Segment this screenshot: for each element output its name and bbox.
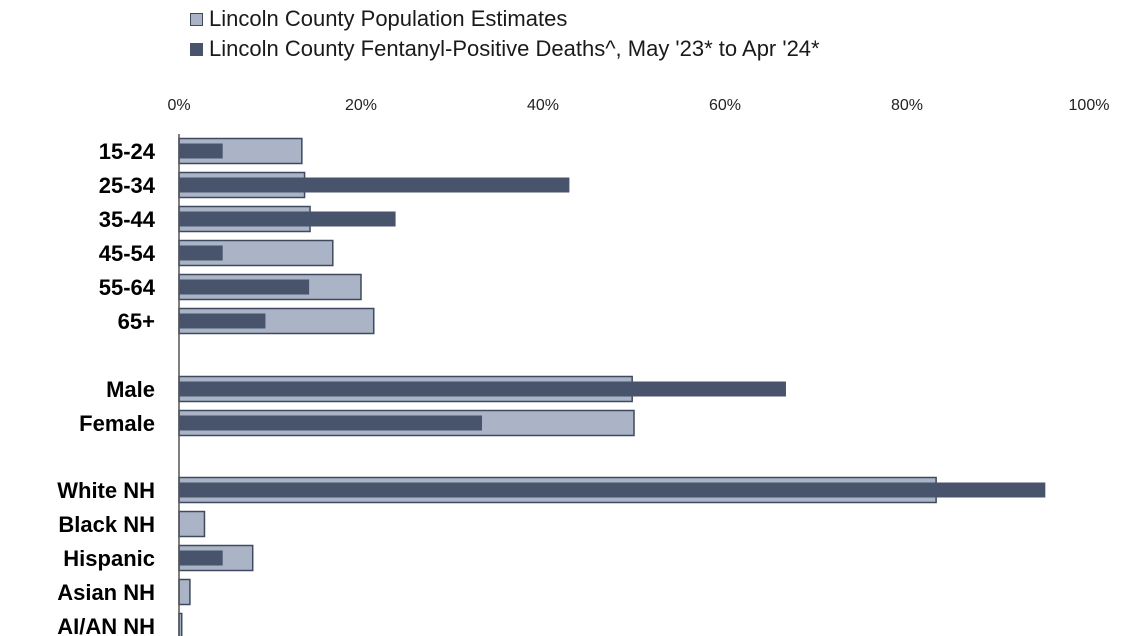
bar-deaths xyxy=(179,211,396,227)
x-tick-label: 0% xyxy=(167,97,190,114)
x-tick-label: 80% xyxy=(891,97,923,114)
bar-deaths xyxy=(179,313,266,329)
category-label: 35-44 xyxy=(99,207,156,232)
x-tick-label: 60% xyxy=(709,97,741,114)
category-label: 15-24 xyxy=(99,139,156,164)
x-tick-label: 100% xyxy=(1069,97,1110,114)
category-label: 25-34 xyxy=(99,173,156,198)
category-label: Hispanic xyxy=(63,546,155,571)
bar-deaths xyxy=(179,177,570,193)
legend-label-population: Lincoln County Population Estimates xyxy=(209,6,568,31)
category-label: AI/AN NH xyxy=(57,614,155,636)
category-label: Black NH xyxy=(58,512,155,537)
bar-deaths xyxy=(179,482,1046,498)
category-label: Asian NH xyxy=(57,580,155,605)
legend: Lincoln County Population Estimates Linc… xyxy=(190,4,820,64)
bar-deaths xyxy=(179,245,223,261)
legend-swatch-population xyxy=(190,12,203,26)
category-label: Female xyxy=(79,411,155,436)
category-label: White NH xyxy=(57,478,155,503)
bar-population xyxy=(178,307,375,335)
bar-deaths xyxy=(179,381,786,397)
legend-item-deaths: Lincoln County Fentanyl-Positive Deaths^… xyxy=(190,34,820,64)
category-label: 55-64 xyxy=(99,275,156,300)
bar-deaths xyxy=(179,415,483,431)
legend-item-population: Lincoln County Population Estimates xyxy=(190,4,820,34)
bar-population xyxy=(178,578,191,606)
x-tick-label: 40% xyxy=(527,97,559,114)
bar-deaths xyxy=(179,279,310,295)
x-tick-label: 20% xyxy=(345,97,377,114)
legend-swatch-deaths xyxy=(190,42,203,56)
bar-deaths xyxy=(179,143,223,159)
category-label: 45-54 xyxy=(99,241,156,266)
legend-label-deaths: Lincoln County Fentanyl-Positive Deaths^… xyxy=(209,36,820,61)
category-label: Male xyxy=(106,377,155,402)
category-label: 65+ xyxy=(118,309,155,334)
bar-deaths xyxy=(179,550,223,566)
bar-population xyxy=(178,510,206,538)
